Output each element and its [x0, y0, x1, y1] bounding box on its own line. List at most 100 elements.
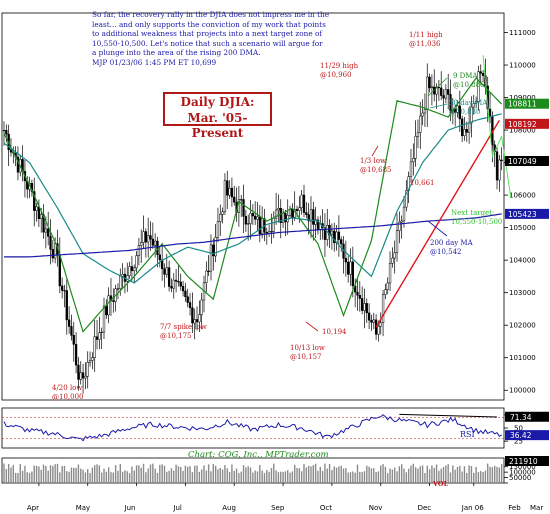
- x-tick-label: Oct: [320, 504, 332, 512]
- annotation-line: 10,550-10,500: [451, 217, 503, 226]
- y-tick-label: 105000: [509, 224, 536, 232]
- annotation-line: @10,175: [160, 331, 192, 340]
- ma-50-line: [3, 113, 502, 284]
- commentary-line: MJP 01/23/06 1:45 PM ET 10,699: [92, 57, 217, 67]
- candle-body: [198, 314, 201, 323]
- candle-body: [249, 213, 252, 224]
- annotation-line: 7/7 spike low: [160, 323, 207, 331]
- candle-body: [244, 216, 248, 225]
- annotation-line: @10,886: [453, 80, 485, 89]
- annotation-line: @10,685: [360, 165, 392, 174]
- x-tick-label: Nov: [369, 504, 383, 512]
- x-tick-label: Jan 06: [461, 504, 484, 512]
- candle-body: [242, 199, 245, 217]
- annotation-line: 1/3 low: [360, 157, 386, 165]
- candle-body: [284, 213, 287, 223]
- candle-body: [495, 151, 499, 181]
- annotation-line: 4/20 low: [52, 384, 83, 392]
- ma-9-line: [3, 77, 503, 333]
- candle-body: [72, 335, 75, 345]
- price-tag-label: 108192: [508, 120, 537, 129]
- vol-y-tick-label: 150000: [509, 463, 536, 471]
- x-tick-label: Jun: [124, 504, 136, 512]
- annotation-50ma: 50-day MA @10,830: [449, 99, 487, 116]
- annotation-jul7-low: 7/7 spike low @10,175: [160, 323, 207, 340]
- candle-body: [140, 242, 143, 246]
- candle-body: [412, 158, 415, 163]
- candle-body: [49, 236, 52, 250]
- candle-body: [481, 72, 485, 76]
- candle-body: [347, 261, 350, 275]
- annotation-line: 10,194: [322, 328, 347, 336]
- rsi-y-tick-label: 25: [514, 438, 523, 446]
- vol-tag-box: [505, 456, 549, 466]
- x-tick-label: Feb: [508, 504, 521, 512]
- y-tick-label: 111000: [509, 29, 536, 37]
- candle-body: [193, 319, 196, 324]
- x-tick-label: May: [76, 504, 90, 512]
- candle-body: [230, 187, 234, 198]
- candle-body: [200, 299, 203, 315]
- candle-body: [414, 136, 417, 159]
- rsi-tag-box: [505, 430, 549, 441]
- candle-body: [67, 319, 71, 327]
- commentary: So far, the recovery rally in the DJIA d…: [92, 10, 392, 68]
- candle-body: [51, 249, 54, 259]
- candle-body: [223, 180, 227, 213]
- candle-body: [254, 215, 257, 220]
- candle-body: [107, 295, 110, 316]
- candle-body: [409, 161, 413, 177]
- candle-body: [344, 258, 348, 263]
- annotation-9dma: 9 DMA @10,886: [453, 72, 485, 89]
- candle-body: [363, 303, 366, 311]
- candle-body: [79, 372, 82, 380]
- candle-body: [119, 275, 122, 290]
- annotation-line: 10,661: [410, 179, 435, 187]
- rsi-tag-label: 36.42: [510, 431, 532, 440]
- candle-body: [205, 270, 208, 284]
- candle-body: [47, 228, 50, 237]
- annotation-line: @11,036: [409, 39, 441, 48]
- candle-body: [144, 231, 148, 243]
- annotation-next-target: Next target: 10,550-10,500: [451, 209, 502, 226]
- annotation-jan11-high: 1/11 high @11,036: [409, 31, 443, 48]
- commentary-line: least... and only supports the convictio…: [92, 19, 326, 29]
- rsi-tag-label: 71.34: [510, 413, 532, 422]
- candle-body: [305, 212, 308, 215]
- candle-body: [81, 372, 85, 379]
- candle-body: [216, 221, 220, 238]
- candle-body: [291, 208, 294, 218]
- candle-body: [419, 115, 422, 133]
- candle-body: [402, 206, 406, 222]
- annotation-apr20-low: 4/20 low @10,000: [52, 384, 84, 401]
- candle-body: [105, 305, 108, 316]
- candle-body: [116, 288, 120, 290]
- vol-y-tick-label: 50000: [509, 474, 531, 482]
- chart-subtitle: Mar. '05-Present: [187, 110, 248, 141]
- commentary-line: 10,550-10,500. Let's notice that such a …: [92, 38, 323, 48]
- candle-body: [393, 252, 396, 259]
- price-tag-label: 108811: [508, 100, 537, 109]
- candle-body: [102, 305, 106, 333]
- candle-body: [281, 213, 285, 223]
- x-tick-label: Mar: [530, 504, 543, 512]
- ma-200-line: [4, 213, 502, 258]
- candle-body: [300, 194, 303, 208]
- chart-credit: Chart: CQG, Inc., MPTrader.com: [188, 450, 329, 460]
- candle-body: [467, 122, 471, 133]
- candle-body: [388, 263, 392, 284]
- candle-body: [91, 357, 94, 361]
- candle-body: [195, 319, 199, 323]
- candle-body: [456, 105, 459, 113]
- candle-body: [240, 199, 243, 201]
- candle-body: [256, 216, 259, 220]
- candle-body: [398, 221, 401, 231]
- arrow-9dma: [427, 77, 448, 97]
- candle-body: [77, 364, 80, 380]
- x-tick-label: Dec: [418, 504, 432, 512]
- annotation-line: @10,000: [52, 392, 84, 401]
- candle-body: [258, 216, 261, 235]
- candle-body: [181, 285, 185, 292]
- candle-body: [395, 230, 399, 253]
- candle-body: [298, 207, 301, 211]
